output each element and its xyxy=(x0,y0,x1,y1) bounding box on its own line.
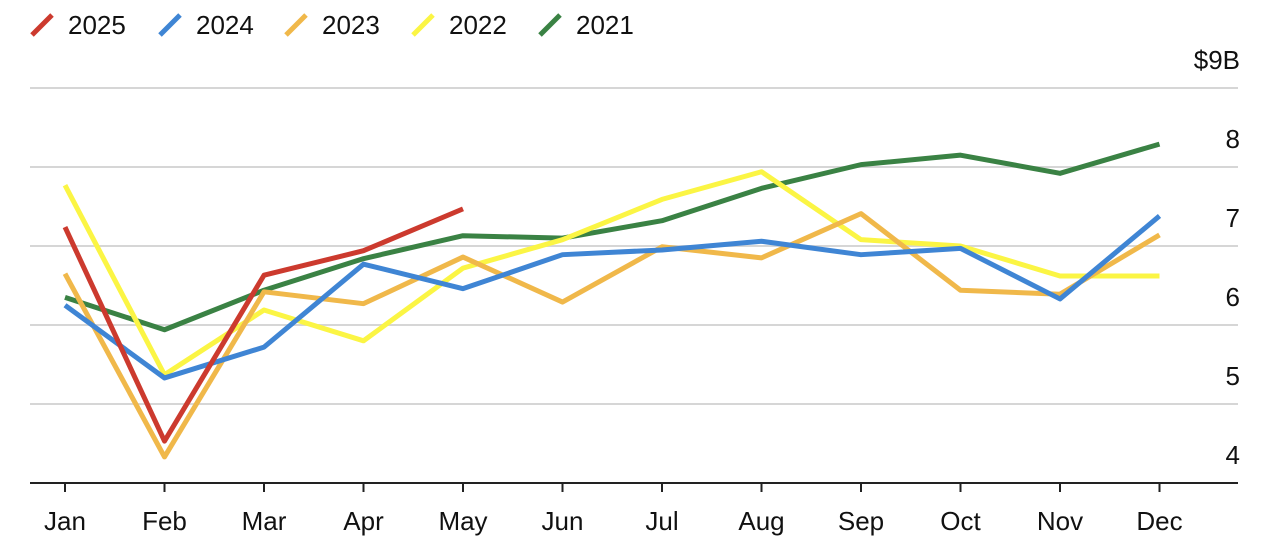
y-tick-label: $9B xyxy=(1194,45,1240,75)
y-tick-label: 7 xyxy=(1226,203,1240,233)
x-tick-label: Jul xyxy=(645,506,678,536)
x-tick-label: May xyxy=(438,506,487,536)
series-line xyxy=(62,211,1161,460)
x-tick-label: Jun xyxy=(542,506,584,536)
legend-label: 2022 xyxy=(449,10,507,40)
x-tick-label: Feb xyxy=(142,506,187,536)
y-tick-label: 4 xyxy=(1226,440,1240,470)
series-line xyxy=(64,141,1161,333)
legend-label: 2021 xyxy=(576,10,634,40)
y-tick-label: 5 xyxy=(1226,361,1240,391)
legend-swatch xyxy=(411,13,435,37)
series-line xyxy=(63,214,1162,381)
x-tick-label: Sep xyxy=(838,506,884,536)
legend-swatch xyxy=(284,13,308,37)
legend-label: 2025 xyxy=(68,10,126,40)
legend-swatch xyxy=(30,13,54,37)
x-tick-label: Nov xyxy=(1037,506,1083,536)
y-tick-label: 8 xyxy=(1226,124,1240,154)
x-tick-label: Aug xyxy=(738,506,784,536)
series-line xyxy=(62,206,464,444)
legend-label: 2023 xyxy=(322,10,380,40)
x-tick-label: Apr xyxy=(343,506,384,536)
legend-label: 2024 xyxy=(196,10,254,40)
legend-swatch xyxy=(158,13,182,37)
x-tick-label: Jan xyxy=(44,506,86,536)
legend-swatch xyxy=(538,13,562,37)
y-tick-label: 6 xyxy=(1226,282,1240,312)
x-tick-label: Dec xyxy=(1136,506,1182,536)
x-tick-label: Oct xyxy=(940,506,981,536)
x-tick-label: Mar xyxy=(242,506,287,536)
